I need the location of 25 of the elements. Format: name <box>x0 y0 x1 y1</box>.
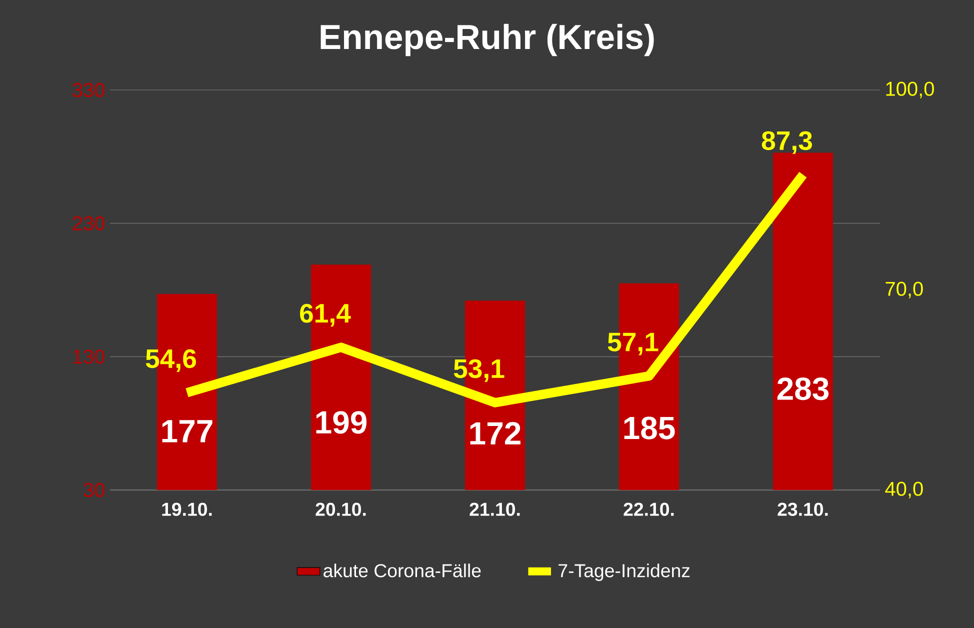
data-label: 61,4 <box>300 304 351 327</box>
data-label: 199 <box>316 411 366 434</box>
data-label: 87,3 <box>762 131 812 154</box>
y-tick-label: 230 <box>72 216 104 230</box>
x-tick-label: 21.10. <box>470 502 520 516</box>
data-label: 53,1 <box>454 359 504 382</box>
data-label: 172 <box>470 422 520 444</box>
x-tick-label: 23.10. <box>778 502 828 516</box>
legend-label: 7-Tage-Inzidenz <box>558 564 690 581</box>
y-tick-label: 30 <box>84 482 104 498</box>
y-tick-label: 330 <box>72 82 104 98</box>
data-label: 283 <box>777 377 829 400</box>
x-tick-label: 22.10. <box>624 502 674 516</box>
data-label: 54,6 <box>146 349 196 372</box>
x-tick-label: 20.10. <box>316 502 366 516</box>
data-label: 57,1 <box>608 332 658 356</box>
chart-title: Ennepe-Ruhr (Kreis) <box>320 24 654 56</box>
legend-label: akute Corona-Fälle <box>324 564 481 578</box>
data-label: 177 <box>162 420 212 442</box>
y-tick-label: 130 <box>73 350 104 364</box>
y2-tick-label: 70,0 <box>886 282 923 298</box>
y2-tick-label: 100,0 <box>886 82 934 98</box>
x-tick-label: 19.10. <box>162 502 212 516</box>
y2-tick-label: 40,0 <box>885 482 923 498</box>
data-label: 185 <box>624 416 675 440</box>
